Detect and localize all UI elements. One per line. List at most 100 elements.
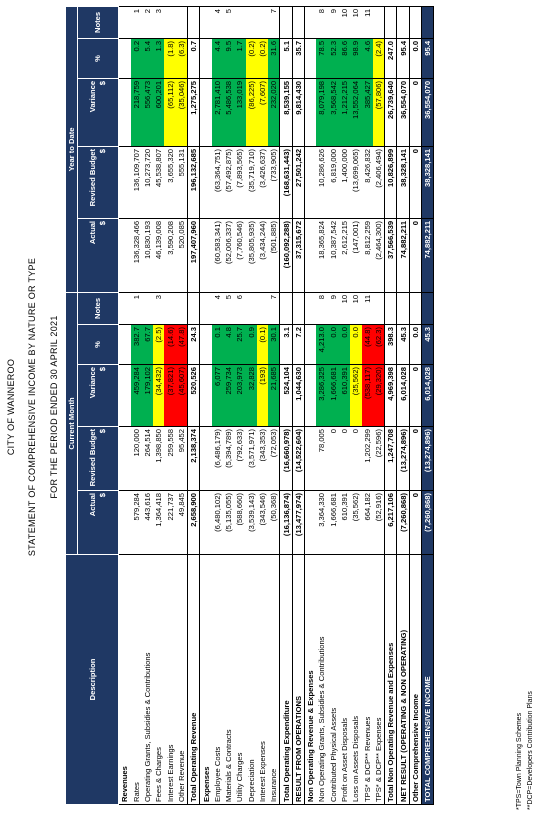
cell: 0 — [409, 364, 422, 427]
cell: 11 — [361, 292, 373, 325]
row-label: Insurance — [268, 554, 280, 805]
cell: 232,020 — [268, 78, 280, 147]
cell — [187, 292, 200, 325]
cell: 0.0 — [327, 324, 339, 365]
row-label: Expenses — [199, 554, 212, 805]
cell: 74,882,211 — [396, 218, 410, 293]
cell: (5,135,055) — [222, 490, 235, 555]
row-label: Total Non Operating Revenue and Expenses — [384, 554, 397, 805]
row-label: Contributed Physical Assets — [327, 554, 339, 805]
row-label: Operating Grants, Subsidies & Contributi… — [141, 554, 154, 805]
cell: (7,760,546) — [234, 218, 246, 293]
cell: 10,286,626 — [316, 146, 328, 219]
cell — [245, 6, 257, 39]
cell: (35,719,710) — [245, 146, 257, 219]
cell — [199, 78, 212, 147]
cell: 5 — [222, 6, 235, 39]
cell: 9.5 — [222, 38, 235, 79]
cell — [304, 490, 317, 555]
column-header: Actual $ — [77, 218, 119, 293]
period: FOR THE PERIOD ENDED 30 APRIL 2021 — [49, 315, 59, 499]
row: Utility Charges (588,660) (792,633) 203,973… — [234, 6, 246, 805]
cell — [304, 364, 317, 427]
cell: (2,464,300) — [372, 218, 385, 293]
cell: 120,000 — [130, 426, 142, 491]
cell — [199, 292, 212, 325]
cell: 398.3 — [384, 324, 397, 365]
row-label: Other Revenue — [175, 554, 188, 805]
cell: (14,522,604) — [292, 426, 305, 491]
cell: 98.9 — [350, 38, 362, 79]
cell: 4.8 — [222, 324, 235, 365]
cell: (35,562) — [350, 364, 362, 427]
row: Other Revenue 49,845 95,452 (45,607) (47.8) 5… — [175, 6, 188, 805]
cell: (65,112) — [164, 78, 176, 147]
cell: 38,328,141 — [396, 146, 410, 219]
row: Expenses — [199, 6, 212, 805]
cell: 0 — [409, 490, 422, 555]
row-label: Non Operating Grants, Subsidies & Contri… — [316, 554, 328, 805]
cell: 2,658,900 — [187, 490, 200, 555]
cell: (7,893,565) — [234, 146, 246, 219]
cell: (57,492,875) — [222, 146, 235, 219]
cell: 1 — [130, 6, 142, 39]
cell: 7.2 — [292, 324, 305, 365]
cell: 0 — [409, 78, 422, 147]
cell: 10,826,899 — [384, 146, 397, 219]
cell: (60,583,341) — [211, 218, 223, 293]
cell: (3,434,244) — [256, 218, 269, 293]
cell — [164, 292, 176, 325]
cell: 86.6 — [338, 38, 351, 79]
cell: 46,139,008 — [153, 218, 165, 293]
cell — [164, 6, 176, 39]
cell: 1,275,275 — [187, 78, 200, 147]
cell: 0.7 — [187, 38, 200, 79]
cell: (16,136,874) — [279, 490, 293, 555]
cell: 218,759 — [130, 78, 142, 147]
column-name: Revised Budget — [88, 429, 98, 487]
cell: 26,739,640 — [384, 78, 397, 147]
cell: 443,616 — [141, 490, 154, 555]
column-header: Notes — [77, 6, 119, 39]
column-name: % — [93, 341, 103, 348]
cell: 24.3 — [187, 324, 200, 365]
cell: 520,085 — [175, 218, 188, 293]
cell — [141, 292, 154, 325]
cell: 6,819,000 — [327, 146, 339, 219]
cell: 2,781,410 — [211, 78, 223, 147]
cell: 8,539,155 — [279, 78, 293, 147]
column-name: Variance — [88, 80, 98, 113]
cell: (7,260,868) — [396, 490, 410, 555]
cell: 0.0 — [350, 324, 362, 365]
cell: (0.2) — [256, 38, 269, 79]
row: Contributed Physical Assets 1,666,681 0 1,6… — [327, 6, 339, 805]
cell: 0.0 — [409, 324, 422, 365]
row-label: Interest Expenses — [256, 554, 269, 805]
row: Insurance (50,368) (72,053) 21,685 30.1 7 (501… — [268, 6, 280, 805]
row-label: Other Comprehensive Income — [409, 554, 422, 805]
income-table: Description Current Month Year to Date Actu… — [65, 6, 434, 805]
cell: (2.5) — [153, 324, 165, 365]
cell — [304, 6, 317, 39]
cell — [421, 6, 434, 39]
column-header: Revised Budget $ — [77, 426, 119, 491]
cell: 664,182 — [361, 490, 373, 555]
cell — [304, 38, 317, 79]
cell: (147,001) — [350, 218, 362, 293]
cell: 8,426,832 — [361, 146, 373, 219]
column-unit: $ — [98, 148, 108, 154]
cell — [396, 6, 410, 39]
column-name: Actual — [88, 493, 98, 517]
cell — [187, 6, 200, 39]
cell: (63,364,751) — [211, 146, 223, 219]
cell: 1 — [130, 292, 142, 325]
row: Non Operating Grants, Subsidies & Contri… — [316, 6, 328, 805]
cell: 221,737 — [164, 490, 176, 555]
cell: 2,138,374 — [187, 426, 200, 491]
cell: (62.3) — [372, 324, 385, 365]
cell: 3,286,325 — [316, 364, 328, 427]
cell: 0 — [409, 146, 422, 219]
cell: 9,814,430 — [292, 78, 305, 147]
cell: 4.6 — [361, 38, 373, 79]
cell: 18,365,824 — [316, 218, 328, 293]
